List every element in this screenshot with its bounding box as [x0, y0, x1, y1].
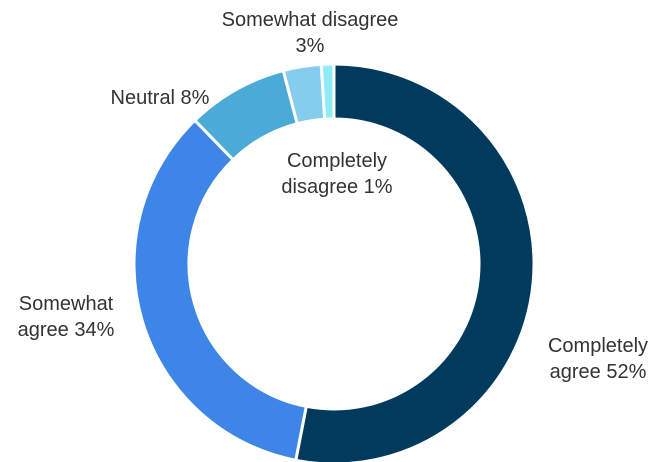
label-neutral: Neutral 8%	[111, 87, 210, 109]
slice-completely-disagree	[319, 62, 336, 121]
slice-completely-agree	[294, 62, 536, 462]
label-completely-disagree: Completely disagree 1%	[281, 150, 392, 198]
label-completely-agree: Completely agree 52%	[548, 335, 648, 383]
labels-group: Completely agree 52% Somewhat agree 34% Neut…	[18, 9, 648, 383]
label-somewhat-disagree: Somewhat disagree 3%	[222, 9, 399, 57]
slice-somewhat-agree	[132, 118, 308, 462]
slices-group	[132, 62, 536, 462]
label-somewhat-agree: Somewhat agree 34%	[18, 293, 115, 341]
